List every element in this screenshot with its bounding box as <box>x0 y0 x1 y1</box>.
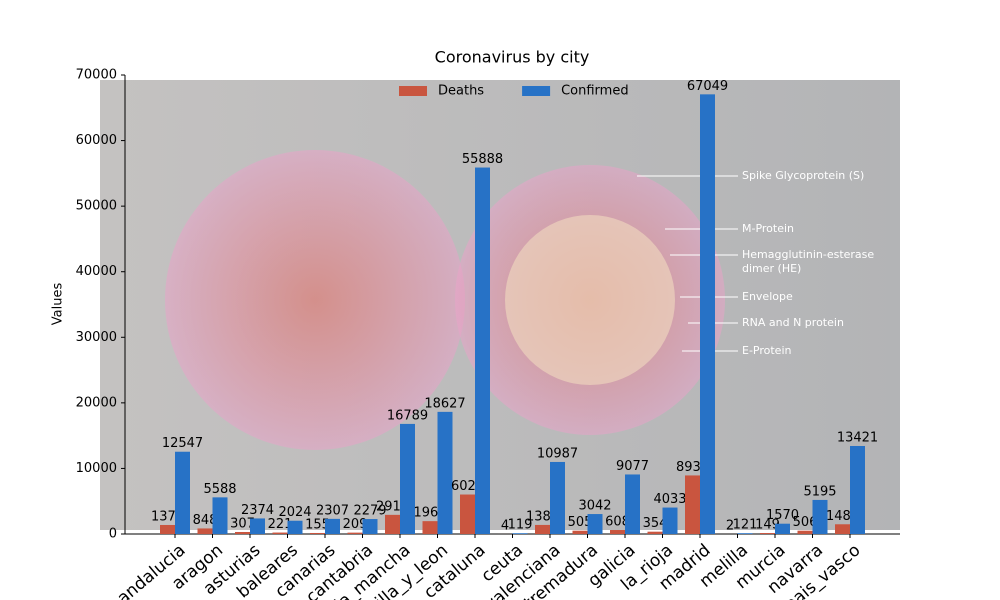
data-label: 55888 <box>462 152 503 167</box>
bar <box>347 532 363 534</box>
bar <box>460 494 475 534</box>
y-tick-label: 50000 <box>76 199 117 214</box>
data-label: 10987 <box>537 446 578 461</box>
bar <box>272 532 288 534</box>
data-label: 2307 <box>316 503 349 518</box>
data-label: 2024 <box>278 505 311 520</box>
bar <box>610 530 625 534</box>
bar <box>512 533 528 534</box>
virus-illustration <box>165 150 465 450</box>
bar <box>287 520 303 534</box>
bar <box>385 514 400 534</box>
data-label: 12547 <box>162 436 203 451</box>
bar <box>197 528 213 534</box>
bar <box>362 519 378 534</box>
chart-title: Coronavirus by city <box>435 48 590 67</box>
data-label: 4033 <box>653 492 686 507</box>
data-label: 221 <box>268 517 293 532</box>
y-tick-label: 40000 <box>76 264 117 279</box>
bar <box>422 521 438 534</box>
bar <box>662 507 678 534</box>
data-label: 2279 <box>353 504 386 519</box>
bar <box>250 518 265 534</box>
bar <box>475 167 490 534</box>
bar <box>325 518 340 534</box>
data-label: 9077 <box>616 459 649 474</box>
data-label: 155 <box>305 517 330 532</box>
y-tick-label: 10000 <box>76 461 117 476</box>
bar <box>175 451 190 534</box>
data-label: 608 <box>605 515 630 530</box>
data-label: 354 <box>643 516 668 531</box>
data-label: 506 <box>793 515 818 530</box>
data-label: 505 <box>568 515 593 530</box>
data-label: 2374 <box>241 503 274 518</box>
data-label: 1570 <box>766 508 799 523</box>
y-tick-label: 70000 <box>76 68 117 83</box>
image-annotation: RNA and N protein <box>742 316 844 329</box>
bar <box>437 411 453 534</box>
y-tick-label: 20000 <box>76 395 117 410</box>
data-label: 149 <box>755 518 780 533</box>
data-label: 121 <box>733 518 758 533</box>
data-label: 13421 <box>837 430 878 445</box>
bar <box>812 499 828 534</box>
bar <box>550 461 565 534</box>
data-label: 209 <box>343 517 368 532</box>
image-annotation: dimer (HE) <box>742 262 801 275</box>
bar <box>797 530 813 534</box>
y-tick-label: 0 <box>109 527 117 542</box>
bar <box>235 531 250 534</box>
bar <box>212 497 228 534</box>
image-annotation: M-Protein <box>742 222 794 235</box>
y-axis-label: Values <box>51 283 66 326</box>
bar <box>160 524 175 534</box>
image-annotation: Hemagglutinin-esterase <box>742 248 874 261</box>
legend-swatch <box>522 86 551 96</box>
bar <box>685 475 700 534</box>
bar <box>850 445 865 534</box>
data-label: 3042 <box>578 499 611 514</box>
data-label: 16789 <box>387 408 428 423</box>
bar <box>835 524 850 534</box>
bar <box>760 533 775 534</box>
bar <box>737 533 753 534</box>
data-label: 2 <box>726 518 734 533</box>
y-tick-label: 30000 <box>76 330 117 345</box>
legend-label: Deaths <box>438 84 484 99</box>
data-label: 5588 <box>203 482 236 497</box>
data-label: 4 <box>501 518 509 533</box>
bar <box>572 530 588 534</box>
data-label: 5195 <box>803 484 836 499</box>
bar <box>700 94 715 534</box>
data-label: 848 <box>193 513 218 528</box>
bar <box>535 524 550 534</box>
bar <box>775 523 790 534</box>
bar <box>400 423 415 534</box>
legend-swatch <box>399 86 427 96</box>
bar <box>587 514 603 534</box>
virus-core <box>505 215 675 385</box>
image-annotation: Envelope <box>742 290 793 303</box>
image-annotation: E-Protein <box>742 344 792 357</box>
bar <box>310 532 325 534</box>
bar <box>625 474 640 534</box>
y-tick-label: 60000 <box>76 133 117 148</box>
data-label: 67049 <box>687 79 728 94</box>
legend-label: Confirmed <box>561 84 629 99</box>
bar <box>647 531 663 534</box>
image-annotation: Spike Glycoprotein (S) <box>742 169 864 182</box>
data-label: 307 <box>230 516 255 531</box>
data-label: 119 <box>508 518 533 533</box>
data-label: 18627 <box>424 396 465 411</box>
